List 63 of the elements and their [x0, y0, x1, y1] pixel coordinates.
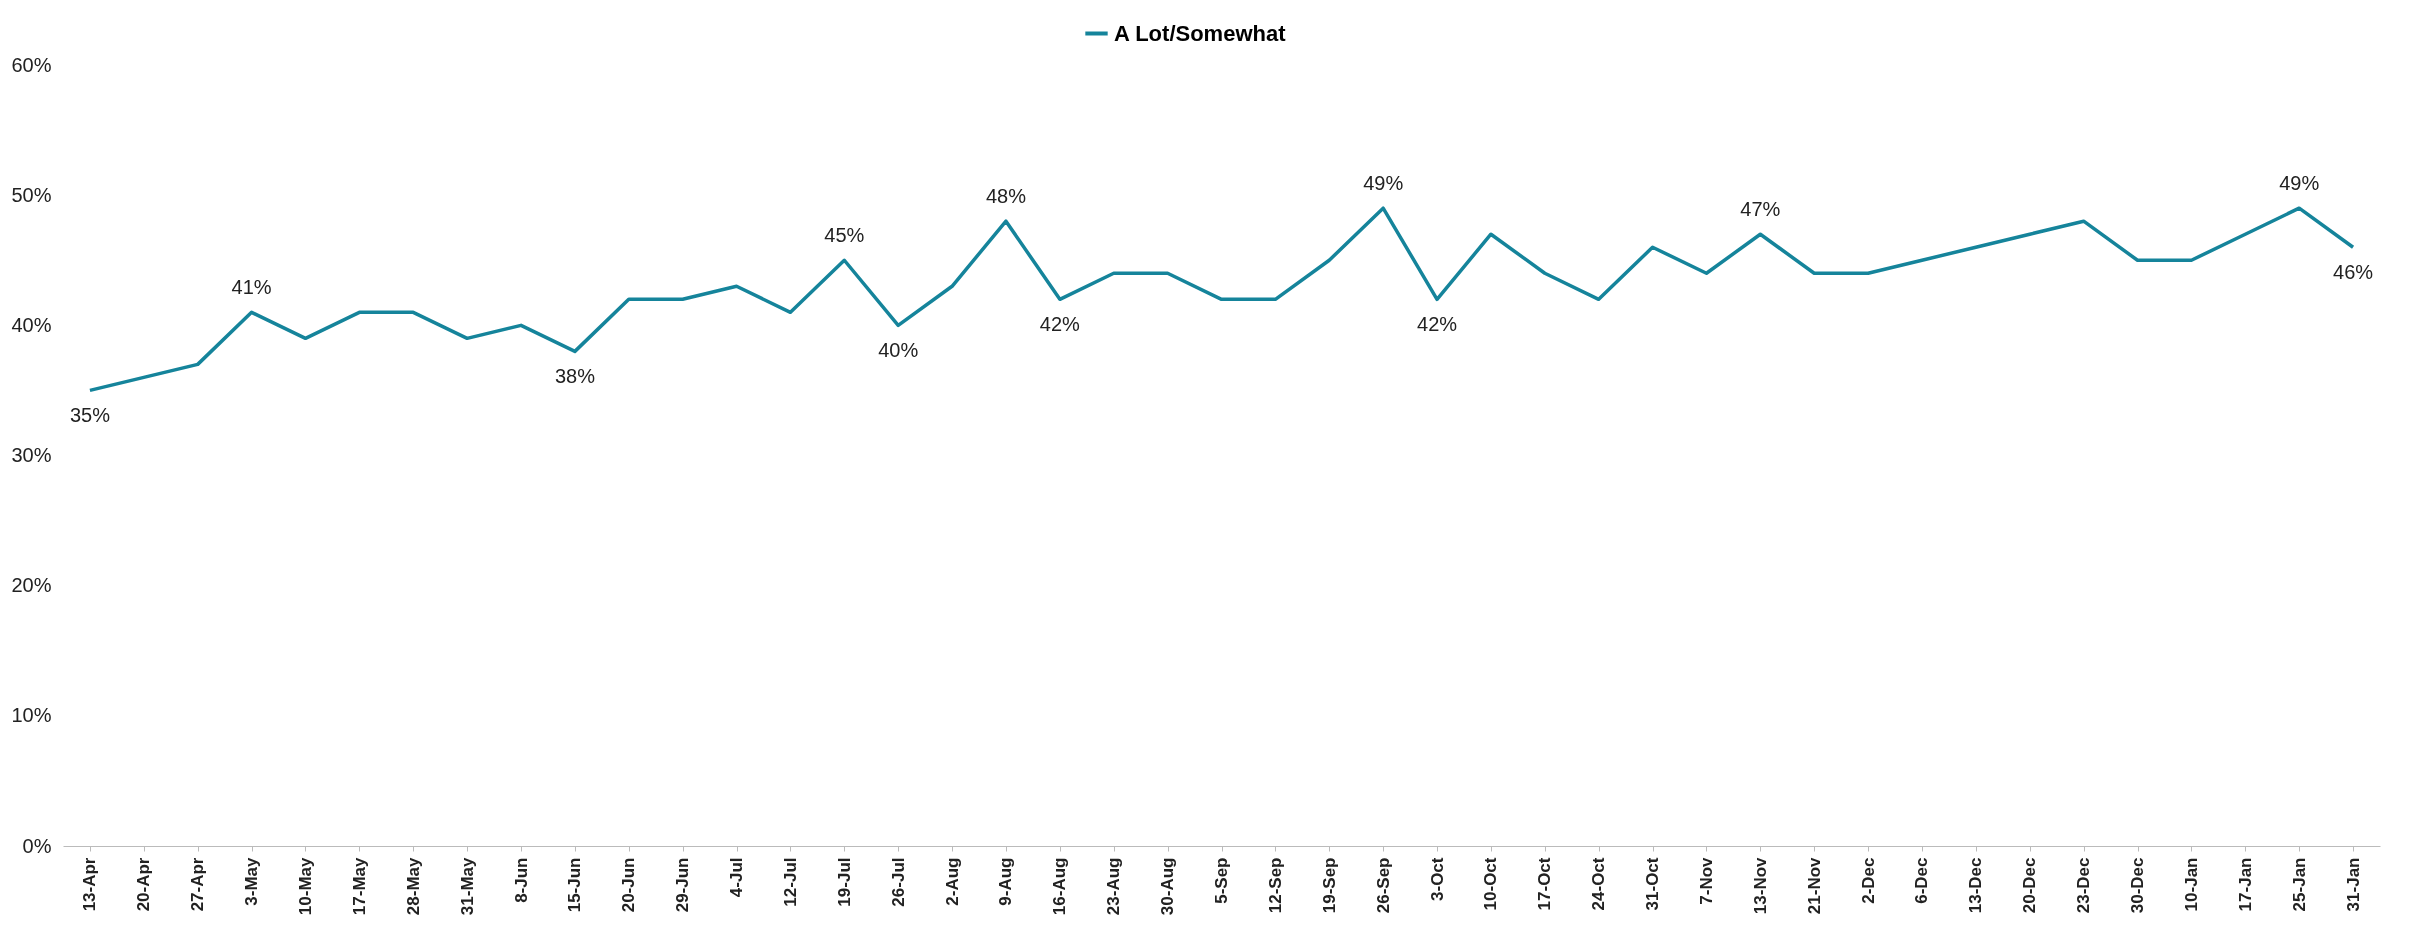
x-tick-label: 8-Jun [511, 857, 531, 903]
x-tick-label: 13-Nov [1750, 856, 1770, 915]
x-tick-label: 21-Nov [1804, 856, 1824, 915]
x-tick-label: 17-May [349, 856, 369, 916]
x-tick-label: 3-May [242, 856, 262, 906]
x-tick-label: 3-Oct [1427, 857, 1447, 901]
x-tick-label: 20-Jun [619, 857, 639, 913]
x-tick-label: 6-Dec [1912, 857, 1932, 904]
data-label: 35% [69, 404, 111, 427]
x-tick-label: 5-Sep [1212, 857, 1231, 904]
x-tick-label: 29-Jun [673, 857, 693, 913]
data-label: 49% [2279, 172, 2320, 195]
data-label: 38% [554, 365, 596, 388]
x-tick-label: 15-Jun [565, 857, 585, 913]
x-tick-label: 19-Jul [834, 857, 854, 907]
x-tick-label: 28-May [403, 856, 423, 916]
x-tick-label: 19-Sep [1319, 857, 1339, 914]
legend-label: A Lot/Somewhat [1114, 20, 1287, 46]
x-tick-label: 24-Oct [1589, 857, 1609, 911]
y-tick-label: 30% [11, 444, 52, 466]
x-tick-label: 17-Oct [1535, 857, 1555, 911]
data-label: 41% [231, 276, 272, 299]
x-tick-label: 20-Dec [2020, 857, 2040, 914]
x-tick-label: 31-Jan [2343, 857, 2363, 912]
data-label: 42% [1039, 313, 1081, 336]
x-tick-label: 23-Dec [2074, 857, 2094, 914]
x-tick-label: 30-Dec [2128, 857, 2148, 914]
x-tick-label: 10-Jan [2181, 857, 2201, 912]
y-tick-label: 10% [11, 704, 52, 727]
x-tick-label: 7-Nov [1696, 856, 1716, 905]
data-label: 46% [2333, 261, 2374, 284]
x-tick-label: 23-Aug [1104, 857, 1124, 916]
x-tick-label: 13-Dec [1966, 857, 1986, 914]
x-tick-label: 4-Jul [727, 857, 747, 898]
x-tick-label: 10-May [295, 856, 315, 916]
y-tick-label: 60% [11, 53, 52, 76]
x-tick-label: 20-Apr [134, 857, 154, 912]
data-label: 40% [878, 339, 919, 362]
x-tick-label: 13-Apr [80, 857, 100, 912]
y-tick-label: 0% [22, 834, 52, 857]
x-tick-label: 16-Aug [1050, 857, 1070, 916]
x-tick-label: 26-Sep [1373, 857, 1393, 914]
x-tick-label: 26-Jul [888, 857, 908, 907]
x-tick-label: 31-May [457, 856, 477, 916]
y-tick-label: 20% [11, 574, 52, 597]
x-tick-label: 12-Jul [780, 857, 800, 907]
x-tick-label: 2-Dec [1858, 857, 1878, 904]
x-tick-label: 12-Sep [1265, 857, 1285, 914]
data-label: 42% [1417, 313, 1458, 336]
x-tick-label: 31-Oct [1643, 857, 1663, 911]
y-tick-label: 40% [11, 313, 52, 336]
x-tick-label: 2-Aug [942, 857, 962, 906]
y-tick-label: 50% [11, 183, 52, 206]
data-label: 47% [1740, 198, 1781, 221]
data-label: 45% [824, 224, 865, 247]
data-label: 48% [985, 185, 1027, 208]
x-tick-label: 10-Oct [1481, 857, 1501, 911]
x-tick-label: 25-Jan [2289, 857, 2309, 912]
x-tick-label: 17-Jan [2235, 857, 2255, 912]
data-label: 49% [1363, 172, 1404, 195]
x-tick-label: 27-Apr [188, 857, 208, 912]
x-tick-label: 30-Aug [1158, 857, 1178, 916]
x-tick-label: 9-Aug [996, 857, 1016, 906]
